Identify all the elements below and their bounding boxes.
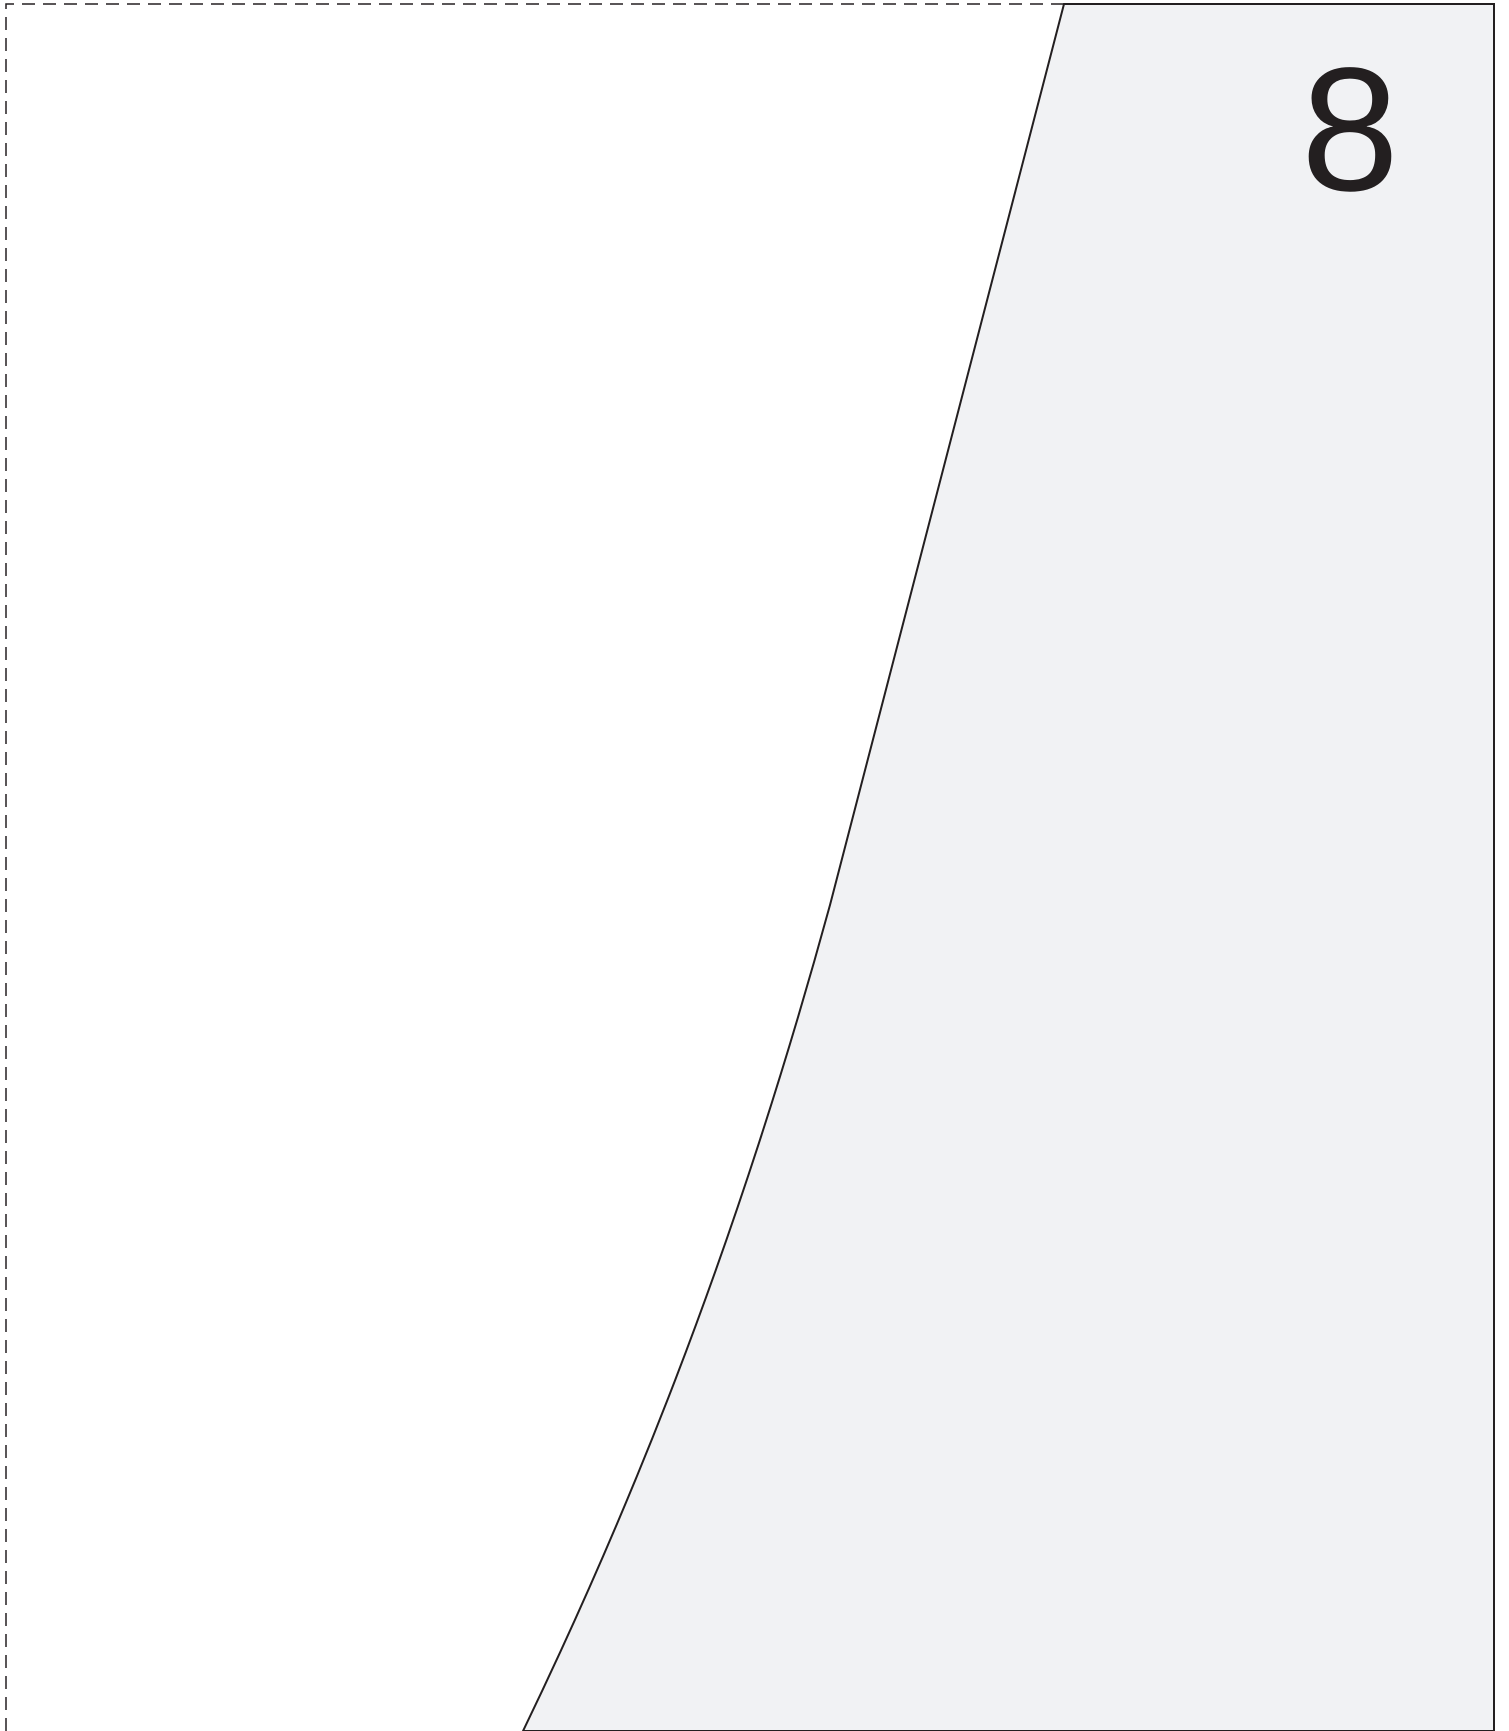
dashed-cut-line [5, 3, 1064, 1731]
page-number: 8 [1301, 32, 1399, 228]
curved-panel [521, 3, 1495, 1731]
